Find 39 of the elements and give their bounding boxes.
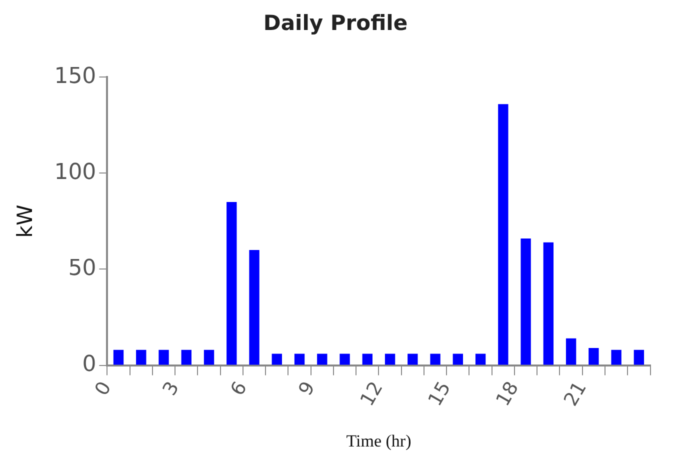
x-axis-title: Time (hr): [346, 431, 412, 450]
bar: [362, 354, 372, 365]
bar: [408, 354, 418, 365]
bar: [475, 354, 486, 365]
bar: [340, 354, 350, 365]
bar: [634, 350, 644, 365]
bar: [498, 104, 508, 365]
x-tick-label: 15: [424, 378, 456, 410]
bar: [566, 338, 576, 365]
bar: [611, 350, 622, 365]
y-tick-label: 50: [68, 256, 96, 281]
bar: [226, 202, 237, 365]
y-tick-label: 150: [54, 64, 96, 89]
bar: [158, 350, 169, 365]
x-tick-label: 21: [560, 378, 591, 410]
chart-title: Daily Profile: [263, 11, 408, 36]
bar: [520, 238, 531, 365]
bar: [136, 350, 146, 365]
bar: [452, 354, 464, 365]
bar: [272, 354, 282, 365]
bar: [204, 350, 214, 365]
y-tick-label: 0: [82, 352, 96, 377]
bar: [430, 354, 440, 365]
bar: [317, 354, 328, 365]
bar: [294, 354, 305, 365]
y-tick-label: 100: [54, 160, 96, 185]
bar: [249, 250, 260, 365]
bar: [384, 354, 396, 365]
x-tick-label: 0: [90, 378, 116, 400]
y-axis-title: kW: [13, 204, 38, 238]
bar: [543, 242, 554, 365]
bar: [113, 350, 124, 365]
x-tick-label: 18: [492, 378, 524, 410]
bar: [588, 348, 599, 365]
x-tick-label: 9: [294, 378, 320, 400]
bar: [181, 350, 192, 365]
x-tick-label: 6: [226, 378, 252, 400]
x-tick-label: 3: [158, 378, 184, 400]
x-tick-label: 12: [356, 378, 388, 410]
